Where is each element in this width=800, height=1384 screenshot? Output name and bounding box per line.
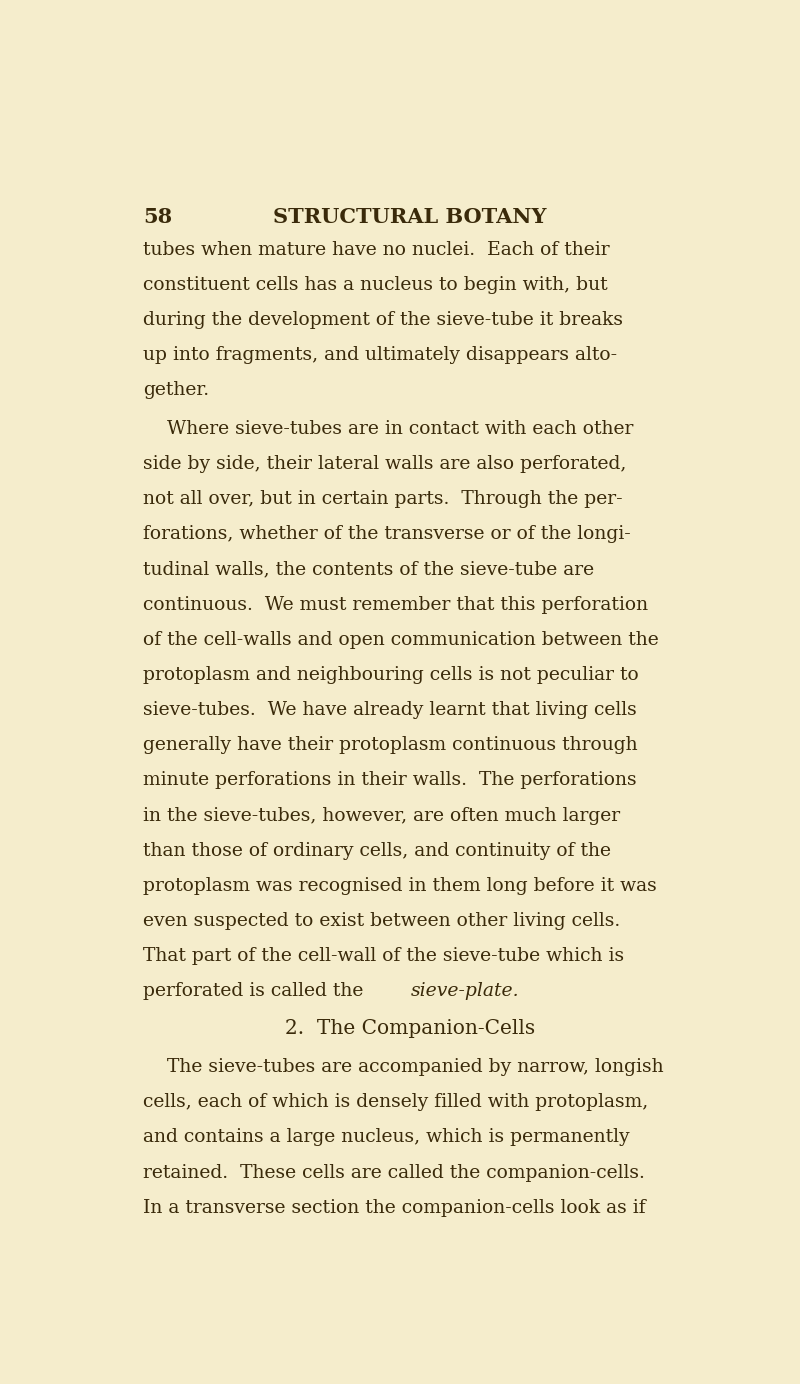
Text: perforated is called the: perforated is called the bbox=[143, 983, 370, 1001]
Text: sieve-plate.: sieve-plate. bbox=[411, 983, 520, 1001]
Text: In a transverse section the companion-cells look as if: In a transverse section the companion-ce… bbox=[143, 1199, 646, 1217]
Text: tudinal walls, the contents of the sieve-tube are: tudinal walls, the contents of the sieve… bbox=[143, 561, 594, 579]
Text: protoplasm and neighbouring cells is not peculiar to: protoplasm and neighbouring cells is not… bbox=[143, 666, 639, 684]
Text: 58: 58 bbox=[143, 206, 173, 227]
Text: Where sieve-tubes are in contact with each other: Where sieve-tubes are in contact with ea… bbox=[167, 419, 634, 437]
Text: generally have their protoplasm continuous through: generally have their protoplasm continuo… bbox=[143, 736, 638, 754]
Text: minute perforations in their walls.  The perforations: minute perforations in their walls. The … bbox=[143, 771, 637, 789]
Text: constituent cells has a nucleus to begin with, but: constituent cells has a nucleus to begin… bbox=[143, 275, 608, 293]
Text: 2.  The Companion-Cells: 2. The Companion-Cells bbox=[285, 1019, 535, 1038]
Text: gether.: gether. bbox=[143, 382, 210, 400]
Text: even suspected to exist between other living cells.: even suspected to exist between other li… bbox=[143, 912, 621, 930]
Text: up into fragments, and ultimately disappears alto-: up into fragments, and ultimately disapp… bbox=[143, 346, 618, 364]
Text: That part of the cell-wall of the sieve-tube which is: That part of the cell-wall of the sieve-… bbox=[143, 947, 625, 965]
Text: forations, whether of the transverse or of the longi-: forations, whether of the transverse or … bbox=[143, 525, 631, 543]
Text: STRUCTURAL BOTANY: STRUCTURAL BOTANY bbox=[274, 206, 546, 227]
Text: not all over, but in certain parts.  Through the per-: not all over, but in certain parts. Thro… bbox=[143, 490, 623, 508]
Text: and contains a large nucleus, which is permanently: and contains a large nucleus, which is p… bbox=[143, 1128, 630, 1146]
Text: protoplasm was recognised in them long before it was: protoplasm was recognised in them long b… bbox=[143, 877, 657, 895]
Text: of the cell-walls and open communication between the: of the cell-walls and open communication… bbox=[143, 631, 659, 649]
Text: tubes when mature have no nuclei.  Each of their: tubes when mature have no nuclei. Each o… bbox=[143, 241, 610, 259]
Text: cells, each of which is densely filled with protoplasm,: cells, each of which is densely filled w… bbox=[143, 1093, 649, 1111]
Text: The sieve-tubes are accompanied by narrow, longish: The sieve-tubes are accompanied by narro… bbox=[167, 1057, 663, 1075]
Text: during the development of the sieve-tube it breaks: during the development of the sieve-tube… bbox=[143, 311, 623, 329]
Text: retained.  These cells are called the companion-cells.: retained. These cells are called the com… bbox=[143, 1164, 646, 1182]
Text: side by side, their lateral walls are also perforated,: side by side, their lateral walls are al… bbox=[143, 455, 626, 473]
Text: in the sieve-tubes, however, are often much larger: in the sieve-tubes, however, are often m… bbox=[143, 807, 621, 825]
Text: continuous.  We must remember that this perforation: continuous. We must remember that this p… bbox=[143, 595, 649, 613]
Text: than those of ordinary cells, and continuity of the: than those of ordinary cells, and contin… bbox=[143, 841, 611, 859]
Text: sieve-tubes.  We have already learnt that living cells: sieve-tubes. We have already learnt that… bbox=[143, 702, 637, 720]
